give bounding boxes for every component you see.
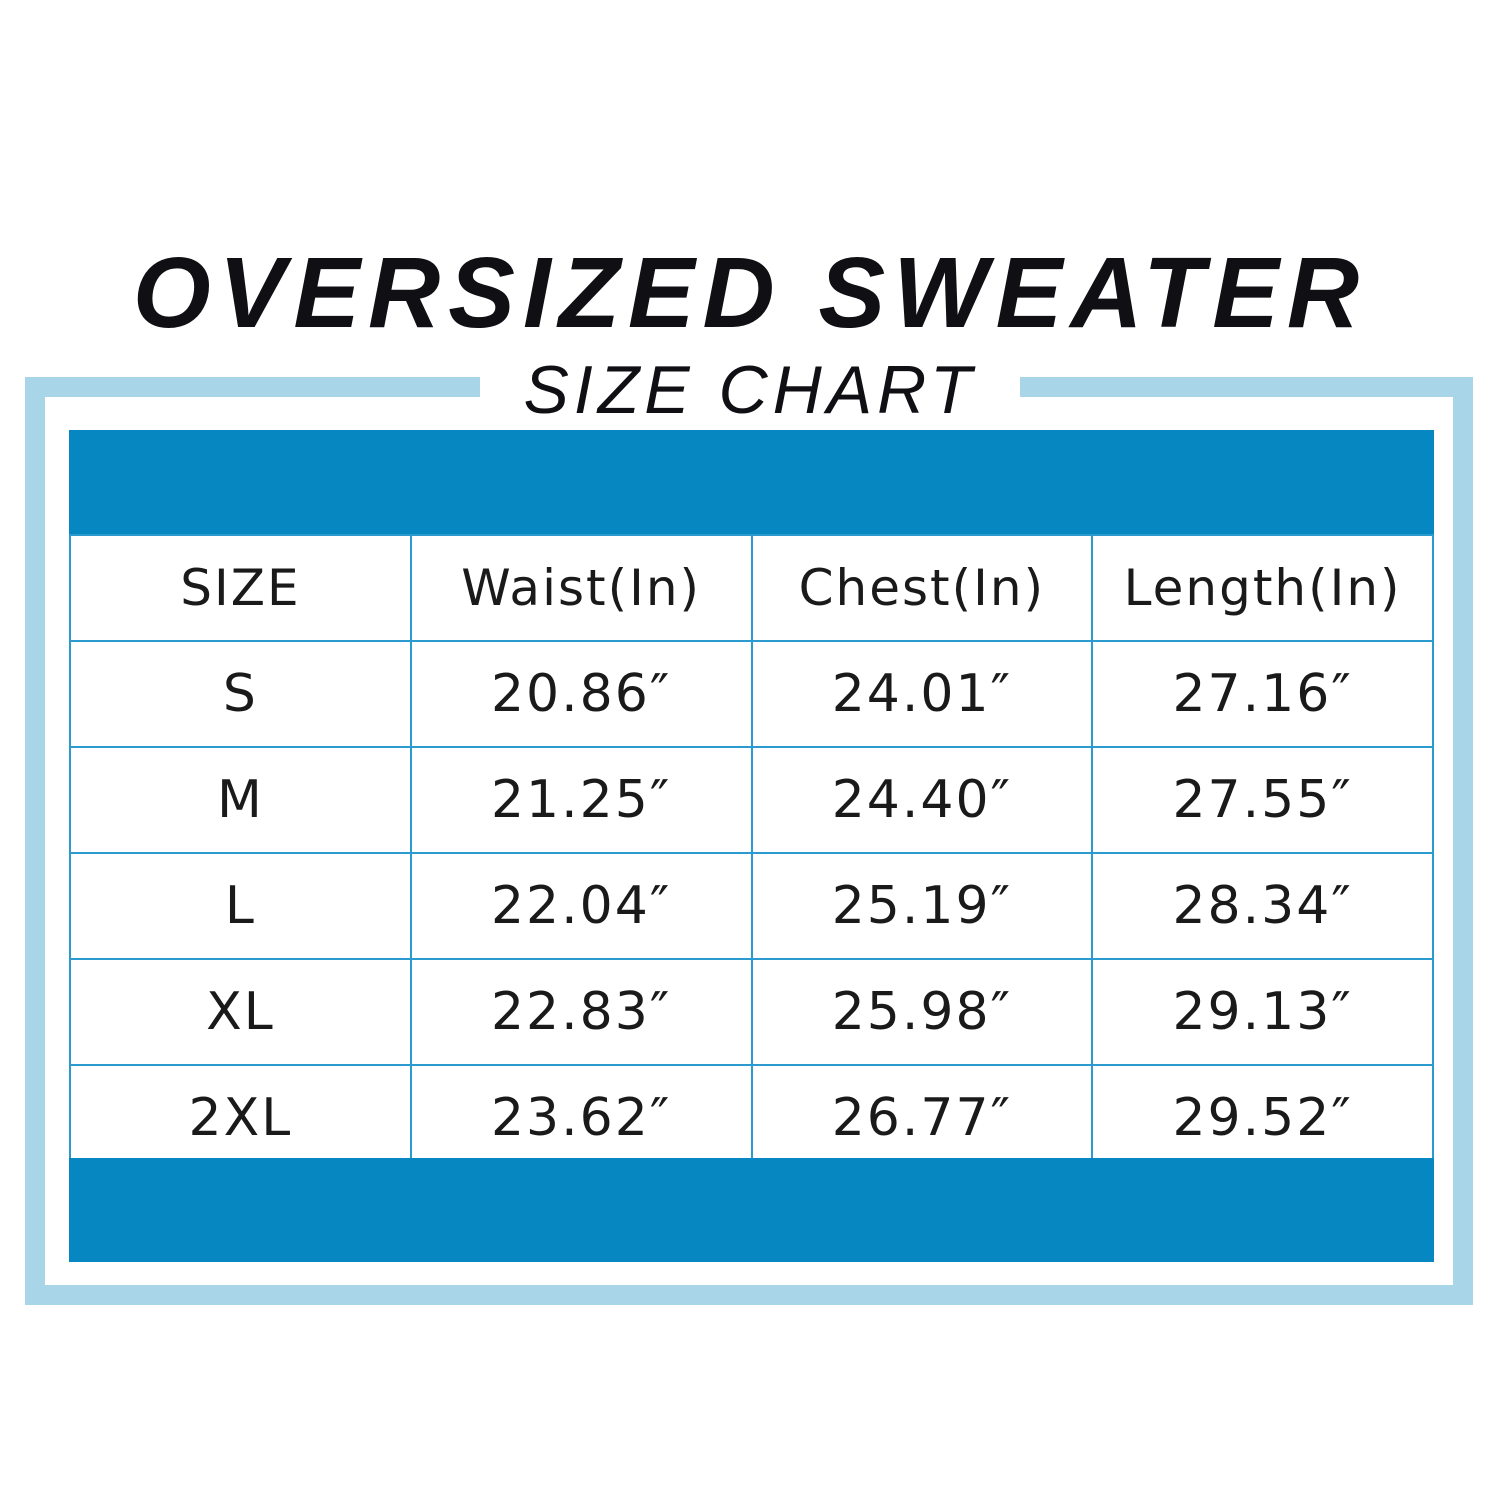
size-cell: 2XL — [69, 1064, 412, 1172]
length-cell: 29.13″ — [1091, 958, 1434, 1066]
header-size: SIZE — [69, 534, 412, 642]
table-row: 2XL 23.62″ 26.77″ 29.52″ — [69, 1064, 1434, 1172]
footer-band — [69, 1158, 1434, 1262]
length-cell: 28.34″ — [1091, 852, 1434, 960]
table-row: XL 22.83″ 25.98″ 29.13″ — [69, 958, 1434, 1066]
header-length: Length(In) — [1091, 534, 1434, 642]
length-cell: 29.52″ — [1091, 1064, 1434, 1172]
waist-cell: 22.83″ — [409, 958, 753, 1066]
table-row: L 22.04″ 25.19″ 28.34″ — [69, 852, 1434, 960]
header-waist: Waist(In) — [409, 534, 753, 642]
size-cell: XL — [69, 958, 412, 1066]
waist-cell: 20.86″ — [409, 640, 753, 748]
chest-cell: 26.77″ — [750, 1064, 1094, 1172]
header-chest: Chest(In) — [750, 534, 1094, 642]
size-cell: S — [69, 640, 412, 748]
table-row: M 21.25″ 24.40″ 27.55″ — [69, 746, 1434, 854]
subtitle-gap — [480, 360, 1020, 420]
chest-cell: 25.98″ — [750, 958, 1094, 1066]
chest-cell: 24.01″ — [750, 640, 1094, 748]
chest-cell: 24.40″ — [750, 746, 1094, 854]
chart-subtitle: SIZE CHART — [523, 352, 977, 428]
size-cell: M — [69, 746, 412, 854]
outer-frame — [25, 377, 1473, 1305]
length-cell: 27.55″ — [1091, 746, 1434, 854]
size-cell: L — [69, 852, 412, 960]
size-table: SIZE Waist(In) Chest(In) Length(In) S 20… — [69, 534, 1434, 1172]
header-band — [69, 430, 1434, 534]
chart-title: OVERSIZED SWEATER — [132, 237, 1368, 349]
waist-cell: 22.04″ — [409, 852, 753, 960]
chest-cell: 25.19″ — [750, 852, 1094, 960]
waist-cell: 21.25″ — [409, 746, 753, 854]
waist-cell: 23.62″ — [409, 1064, 753, 1172]
table-row: S 20.86″ 24.01″ 27.16″ — [69, 640, 1434, 748]
table-header-row: SIZE Waist(In) Chest(In) Length(In) — [69, 534, 1434, 642]
length-cell: 27.16″ — [1091, 640, 1434, 748]
